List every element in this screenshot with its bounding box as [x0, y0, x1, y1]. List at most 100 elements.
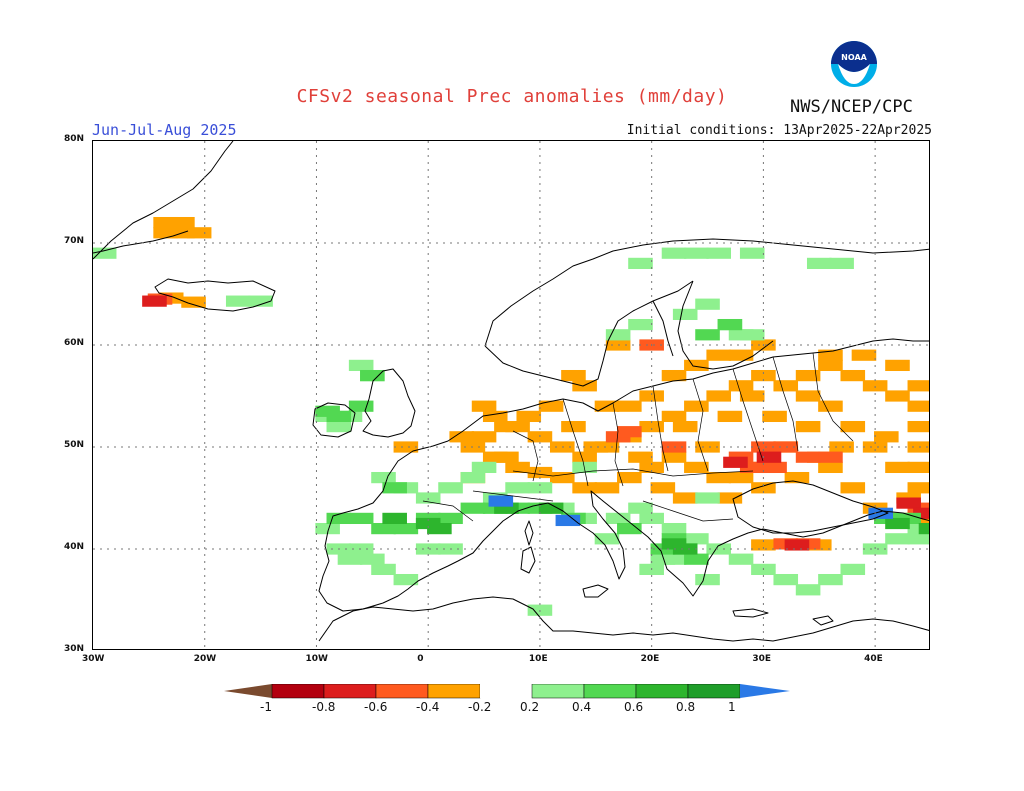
colorbar-label: -0.6	[364, 700, 388, 714]
anomaly-cell-n04_n06	[818, 451, 843, 463]
anomaly-cell-n02_n04	[907, 420, 929, 433]
coastline-black-sea	[732, 480, 889, 534]
colorbar-box-p04_p06	[583, 683, 637, 699]
anomaly-cell-p02_p04	[460, 471, 486, 484]
anomaly-cell-n02_n04	[527, 466, 553, 479]
initial-conditions: Initial conditions: 13Apr2025-22Apr2025	[626, 123, 932, 138]
anomaly-cell-p02_p04	[605, 329, 631, 341]
anomaly-cell-n02_n04	[449, 431, 475, 443]
anomaly-cell-p06_p08	[382, 512, 407, 525]
anomaly-cell-p04_p06	[382, 482, 407, 494]
anomaly-cell-p02_p04	[706, 543, 731, 555]
anomaly-cell-n02_n04	[795, 420, 821, 433]
anomaly-cell-n02_n04	[684, 359, 709, 372]
anomaly-cell-p02_p04	[695, 573, 720, 586]
anomaly-cell-n02_n04	[572, 380, 597, 392]
anomaly-cell-n02_n04	[639, 420, 664, 433]
anomaly-cell-n02_n04	[561, 420, 586, 433]
anomaly-cell-n02_n04	[762, 410, 787, 423]
latitude-label: 70N	[64, 236, 85, 246]
anomaly-cell-n06_n08	[142, 295, 167, 307]
anomaly-cell-n02_n04	[885, 390, 910, 402]
anomaly-cell-n02_n04	[516, 410, 542, 423]
colorbar-box-n02_n04	[427, 683, 481, 699]
anomaly-cell-n02_n04	[795, 390, 821, 402]
noaa-logo: NOAA	[830, 40, 878, 88]
anomaly-cell-p02_p04	[348, 543, 374, 555]
anomaly-cell-p02_p04	[393, 573, 419, 586]
longitude-label: 10W	[305, 654, 328, 664]
anomaly-cell-n02_n04	[471, 400, 497, 412]
anomaly-cell-p02_p04	[661, 553, 687, 565]
anomaly-cell-above_max	[868, 507, 894, 519]
colorbar-label: 0.2	[520, 700, 540, 714]
longitude-label: 40E	[864, 654, 883, 664]
anomaly-cell-p02_p04	[672, 308, 698, 321]
colorbar-arrow-high	[740, 684, 790, 698]
anomaly-cell-p02_p04	[829, 257, 854, 270]
anomaly-cell-p02_p04	[605, 512, 631, 525]
anomaly-cell-n02_n04	[728, 380, 754, 392]
anomaly-cell-n02_n04	[170, 216, 195, 229]
anomaly-cell-n02_n04	[717, 492, 743, 504]
anomaly-cell-n06_n08	[913, 507, 929, 519]
colorbar-box-n06_n08	[323, 683, 377, 699]
anomaly-cell-n02_n04	[549, 471, 575, 484]
latitude-label: 50N	[64, 440, 85, 450]
logo-text: NOAA	[841, 53, 867, 62]
anomaly-cell-p02_p04	[225, 295, 251, 307]
coastline-crete	[732, 608, 769, 618]
anomaly-cell-p02_p04	[505, 482, 530, 494]
coastline-corsica	[524, 520, 534, 546]
organization-label: NWS/NCEP/CPC	[790, 97, 913, 117]
anomaly-cell-n04_n06	[795, 451, 821, 463]
anomaly-cell-p04_p06	[438, 512, 463, 525]
anomaly-cell-n02_n04	[818, 461, 843, 474]
anomaly-cell-p04_p06	[617, 522, 642, 535]
anomaly-cell-p02_p04	[527, 482, 553, 494]
anomaly-cell-n02_n04	[706, 390, 731, 402]
anomaly-cell-p02_p04	[773, 573, 799, 586]
anomaly-cell-n02_n04	[561, 369, 586, 382]
anomaly-cell-n02_n04	[706, 349, 731, 361]
anomaly-cell-p02_p04	[371, 563, 396, 576]
colorbar-box-p02_p04	[531, 683, 585, 699]
latitude-label: 60N	[64, 338, 85, 348]
anomaly-cell-p04_p06	[326, 410, 352, 423]
anomaly-cell-p02_p04	[806, 257, 832, 270]
anomaly-cell-n02_n04	[583, 441, 609, 453]
anomaly-cell-n02_n04	[661, 410, 687, 423]
anomaly-cell-n02_n04	[851, 349, 877, 361]
colorbar	[224, 683, 790, 699]
anomaly-cell-above_max	[488, 495, 514, 507]
anomaly-cell-n02_n04	[795, 369, 821, 382]
anomaly-cell-p02_p04	[471, 461, 497, 474]
anomaly-cell-p06_p08	[885, 517, 910, 530]
anomaly-map	[93, 141, 929, 649]
colorbar-label: 0.4	[572, 700, 592, 714]
anomaly-cell-n06_n08	[723, 456, 748, 468]
anomaly-cell-n02_n04	[186, 227, 212, 239]
colorbar-label: -1	[260, 700, 272, 714]
anomaly-cell-above_max	[555, 514, 581, 527]
anomaly-cell-n02_n04	[862, 441, 888, 453]
anomaly-cell-n02_n04	[695, 441, 720, 453]
anomaly-cell-p02_p04	[628, 257, 653, 270]
coastline-cyprus	[812, 615, 834, 626]
anomaly-cell-n02_n04	[751, 482, 776, 494]
anomaly-cell-n02_n04	[818, 349, 843, 361]
anomaly-cell-n02_n04	[538, 400, 564, 412]
latitude-label: 30N	[64, 644, 85, 654]
map-area	[92, 140, 930, 650]
anomaly-cell-n02_n04	[818, 400, 843, 412]
coastline-scandinavia	[484, 238, 929, 387]
anomaly-cell-n02_n04	[907, 461, 929, 474]
anomaly-cell-p02_p04	[695, 298, 720, 310]
anomaly-cell-n02_n04	[471, 431, 497, 443]
anomaly-cell-p02_p04	[628, 318, 653, 331]
anomaly-cell-p02_p04	[885, 533, 910, 545]
anomaly-cell-p04_p06	[348, 400, 374, 412]
anomaly-cell-n02_n04	[393, 441, 419, 453]
colorbar-box-n04_n06	[375, 683, 429, 699]
colorbar-label: 0.8	[676, 700, 696, 714]
